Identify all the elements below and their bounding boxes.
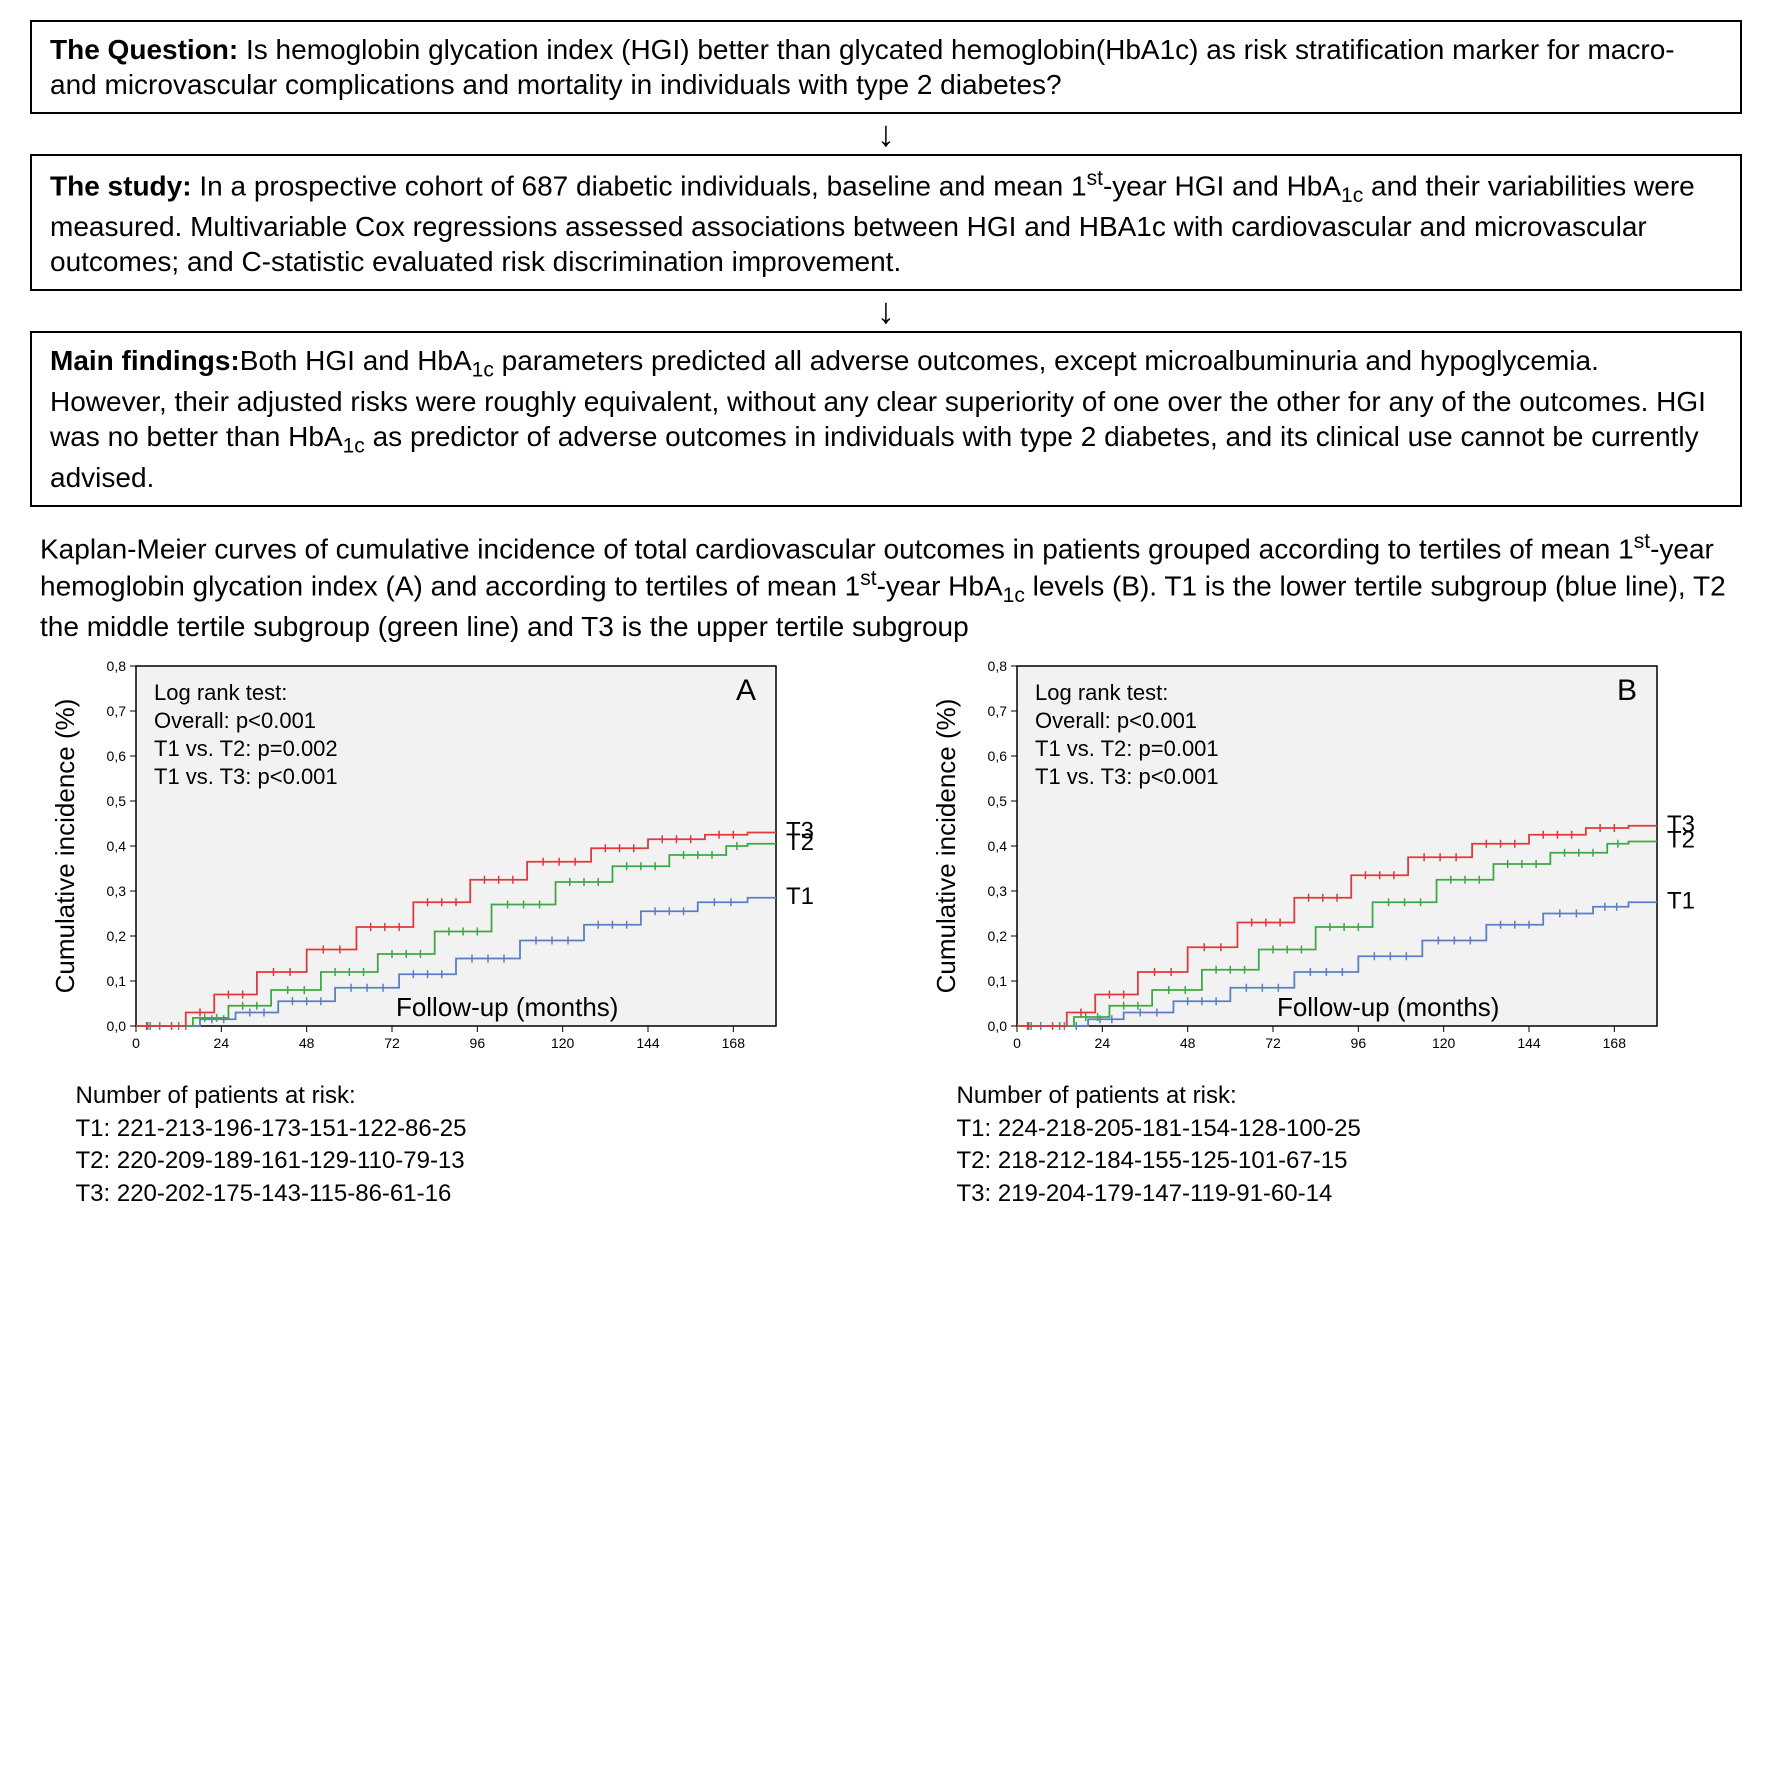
findings-text-a: Both HGI and HbA: [240, 345, 472, 376]
study-text-a: In a prospective cohort of 687 diabetic …: [199, 170, 1086, 201]
svg-text:Overall: p<0.001: Overall: p<0.001: [1035, 708, 1197, 733]
svg-text:0,8: 0,8: [106, 658, 126, 674]
svg-text:168: 168: [1602, 1035, 1626, 1051]
svg-text:T1: T1: [786, 883, 814, 910]
svg-text:A: A: [735, 674, 755, 707]
svg-text:24: 24: [1094, 1035, 1110, 1051]
svg-text:0,2: 0,2: [106, 928, 126, 944]
svg-text:48: 48: [298, 1035, 314, 1051]
risk-A-T1: T1: 221-213-196-173-151-122-86-25: [76, 1113, 846, 1145]
risk-table-B: Number of patients at risk: T1: 224-218-…: [957, 1080, 1727, 1210]
risk-B-T1: T1: 224-218-205-181-154-128-100-25: [957, 1113, 1727, 1145]
svg-text:0,3: 0,3: [106, 883, 126, 899]
study-sub: 1c: [1341, 184, 1363, 207]
risk-table-A: Number of patients at risk: T1: 221-213-…: [76, 1080, 846, 1210]
svg-text:48: 48: [1179, 1035, 1195, 1051]
svg-text:24: 24: [213, 1035, 229, 1051]
caption-c: -year HbA: [877, 571, 1003, 602]
svg-text:0,8: 0,8: [987, 658, 1007, 674]
arrow-icon: ↓: [30, 116, 1742, 152]
risk-A-T3: T3: 220-202-175-143-115-86-61-16: [76, 1178, 846, 1210]
svg-text:0,1: 0,1: [987, 973, 1007, 989]
findings-sub2: 1c: [343, 435, 365, 458]
svg-text:0,0: 0,0: [987, 1018, 1007, 1034]
svg-text:0,5: 0,5: [106, 793, 126, 809]
km-chart-A: 0 24 48 72 96 120 144 168 0,0 0,1 0,2 0,3 0,4 0,5 0,6 0…: [46, 656, 846, 1076]
svg-text:T1 vs. T3: p<0.001: T1 vs. T3: p<0.001: [1035, 764, 1219, 789]
svg-text:Overall: p<0.001: Overall: p<0.001: [154, 708, 316, 733]
svg-text:0,2: 0,2: [987, 928, 1007, 944]
svg-text:Cumulative incidence (%): Cumulative incidence (%): [931, 699, 961, 994]
study-text-b: -year HGI and HbA: [1103, 170, 1341, 201]
svg-text:Log rank test:: Log rank test:: [154, 680, 287, 705]
svg-text:72: 72: [384, 1035, 400, 1051]
svg-text:T1 vs. T3: p<0.001: T1 vs. T3: p<0.001: [154, 764, 338, 789]
caption-sup1: st: [1634, 530, 1650, 553]
svg-text:Follow-up (months): Follow-up (months): [395, 992, 618, 1022]
svg-text:0,5: 0,5: [987, 793, 1007, 809]
svg-text:168: 168: [721, 1035, 745, 1051]
svg-text:Cumulative incidence (%): Cumulative incidence (%): [50, 699, 80, 994]
svg-text:Log rank test:: Log rank test:: [1035, 680, 1168, 705]
study-label: The study:: [50, 170, 199, 201]
svg-text:T2: T2: [1667, 827, 1695, 854]
svg-text:0,4: 0,4: [106, 838, 126, 854]
caption-a: Kaplan-Meier curves of cumulative incide…: [40, 533, 1634, 564]
svg-text:0,1: 0,1: [106, 973, 126, 989]
study-sup: st: [1087, 167, 1103, 190]
risk-header: Number of patients at risk:: [957, 1080, 1727, 1112]
svg-text:96: 96: [469, 1035, 485, 1051]
svg-text:0,4: 0,4: [987, 838, 1007, 854]
chart-A-wrap: 0 24 48 72 96 120 144 168 0,0 0,1 0,2 0,3 0,4 0,5 0,6 0…: [46, 656, 846, 1210]
svg-text:120: 120: [550, 1035, 574, 1051]
question-label: The Question:: [50, 34, 246, 65]
svg-text:0,0: 0,0: [106, 1018, 126, 1034]
question-text: Is hemoglobin glycation index (HGI) bett…: [50, 34, 1675, 100]
svg-text:72: 72: [1265, 1035, 1281, 1051]
svg-text:0: 0: [132, 1035, 140, 1051]
charts-row: 0 24 48 72 96 120 144 168 0,0 0,1 0,2 0,3 0,4 0,5 0,6 0…: [30, 656, 1742, 1210]
svg-text:T1 vs. T2: p=0.001: T1 vs. T2: p=0.001: [1035, 736, 1219, 761]
km-chart-B: 0 24 48 72 96 120 144 168 0,0 0,1 0,2 0,3 0,4 0,5 0,6 0…: [927, 656, 1727, 1076]
findings-sub1: 1c: [472, 359, 494, 382]
question-box: The Question: Is hemoglobin glycation in…: [30, 20, 1742, 114]
svg-text:0,3: 0,3: [987, 883, 1007, 899]
risk-header: Number of patients at risk:: [76, 1080, 846, 1112]
chart-B-wrap: 0 24 48 72 96 120 144 168 0,0 0,1 0,2 0,3 0,4 0,5 0,6 0…: [927, 656, 1727, 1210]
findings-box: Main findings:Both HGI and HbA1c paramet…: [30, 331, 1742, 507]
svg-text:0: 0: [1013, 1035, 1021, 1051]
svg-text:B: B: [1616, 674, 1636, 707]
svg-text:144: 144: [1517, 1035, 1541, 1051]
svg-text:0,7: 0,7: [987, 703, 1007, 719]
svg-text:96: 96: [1350, 1035, 1366, 1051]
svg-text:120: 120: [1431, 1035, 1455, 1051]
svg-text:0,6: 0,6: [106, 748, 126, 764]
caption-sub: 1c: [1003, 584, 1025, 607]
findings-label: Main findings:: [50, 345, 240, 376]
svg-text:T1 vs. T2: p=0.002: T1 vs. T2: p=0.002: [154, 736, 338, 761]
figure-caption: Kaplan-Meier curves of cumulative incide…: [40, 529, 1732, 645]
svg-text:T1: T1: [1667, 888, 1695, 915]
svg-text:0,7: 0,7: [106, 703, 126, 719]
risk-B-T3: T3: 219-204-179-147-119-91-60-14: [957, 1178, 1727, 1210]
svg-text:144: 144: [636, 1035, 660, 1051]
svg-text:0,6: 0,6: [987, 748, 1007, 764]
arrow-icon: ↓: [30, 293, 1742, 329]
risk-A-T2: T2: 220-209-189-161-129-110-79-13: [76, 1145, 846, 1177]
risk-B-T2: T2: 218-212-184-155-125-101-67-15: [957, 1145, 1727, 1177]
study-box: The study: In a prospective cohort of 68…: [30, 154, 1742, 291]
svg-text:Follow-up (months): Follow-up (months): [1276, 992, 1499, 1022]
svg-text:T2: T2: [786, 829, 814, 856]
caption-sup2: st: [860, 567, 876, 590]
